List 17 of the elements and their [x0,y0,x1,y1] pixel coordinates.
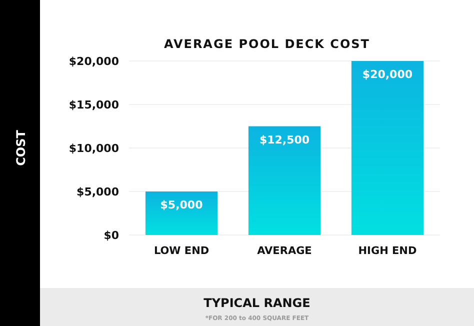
y-tick-label: $15,000 [68,98,120,112]
data-label: $12,500 [259,133,310,146]
data-label: $5,000 [160,198,204,212]
x-axis-title: TYPICAL RANGE [204,296,310,310]
y-tick-label: $10,000 [68,142,120,155]
x-tick-label: HIGH END [358,245,417,257]
data-label: $20,000 [362,68,413,81]
y-axis-title: COST [14,129,28,166]
chart-title: AVERAGE POOL DECK COST [164,37,370,51]
x-tick-label: AVERAGE [257,245,312,257]
bar [351,61,424,235]
bar [248,126,321,235]
bar [145,192,218,235]
x-tick-label: LOW END [154,245,210,257]
y-tick-label: $20,000 [68,54,120,68]
y-tick-label: $0 [104,228,120,242]
y-tick-label: $5,000 [76,185,120,198]
